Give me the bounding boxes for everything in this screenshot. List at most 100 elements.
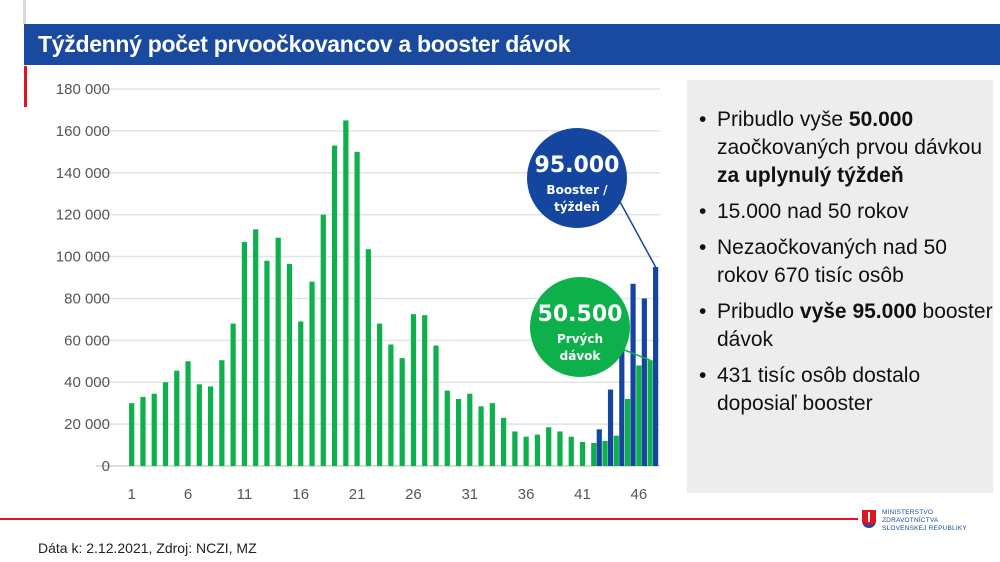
booster-bar [641,298,647,466]
first-dose-bar [489,403,495,466]
first-dose-bar [410,314,417,466]
accent-marker [24,66,27,107]
first-dose-bar [207,386,214,466]
first-dose-bar [286,263,293,466]
bar-chart: 0 20 000 40 000 60 000 80 000 100 000 120 000 1… [56,81,660,500]
bullet-text: booster dávok [717,300,993,351]
first-dose-bar [151,393,157,466]
x-tick-label: 21 [349,486,366,500]
first-dose-bar [343,120,349,467]
first-dose-bar [162,382,169,466]
logo-line: SLOVENSKEJ REPUBLIKY [882,525,967,532]
first-dose-bar [377,323,383,466]
summary-bullet: Pribudlo vyše 50.000 zaočkovaných prvou … [699,106,993,190]
first-dose-bar [331,145,338,467]
first-dose-bar [602,440,608,466]
booster-bar [607,389,614,466]
first-dose-bar [275,237,281,466]
booster-bar [630,283,636,466]
first-dose-bar [534,434,541,466]
bullet-text: 15.000 nad 50 rokov [717,200,909,223]
data-source: Dáta k: 2.12.2021, Zdroj: NCZI, MZ [38,540,257,556]
first-dose-bar [455,398,462,466]
y-tick-label: 100 000 [56,249,110,266]
footer-divider [0,518,858,520]
bullet-text: Nezaočkovaných nad 50 rokov 670 tisíc os… [717,236,947,287]
callout-label2: dávok [560,349,602,363]
callout-label1: Prvých [557,332,603,346]
summary-bullet: 15.000 nad 50 rokov [699,198,993,226]
first-dose-bar [399,358,405,466]
first-dose-bar [624,398,631,466]
first-dose-bar [591,442,597,466]
y-tick-label: 80 000 [64,290,110,307]
x-tick-label: 31 [461,486,478,500]
first-dose-bar [354,151,360,467]
first-dose-bar [636,365,642,466]
x-tick-label: 46 [631,486,648,500]
first-dose-bar [196,384,202,466]
first-dose-bar [185,361,191,466]
booster-bar [653,267,659,466]
first-dose-bar [422,315,428,466]
summary-panel: Pribudlo vyše 50.000 zaočkovaných prvou … [687,80,993,493]
bullet-text: zaočkovaných prvou dávkou [717,136,982,159]
callout-leader [618,199,657,268]
top-divider [23,0,26,24]
logo-line: ZDRAVOTNÍCTVA [882,517,939,524]
first-dose-bar [253,229,259,466]
first-dose-bar [501,417,507,466]
first-dose-bar [523,436,529,466]
first-dose-bar [230,323,236,466]
y-tick-label: 40 000 [64,374,110,391]
first-dose-bar [568,436,574,466]
bullet-text: za uplynulý týždeň [717,164,904,187]
callout-label2: týždeň [554,200,600,214]
x-tick-label: 6 [184,486,192,500]
logo-line: MINISTERSTVO [882,509,934,516]
bullet-text: 431 tisíc osôb dostalo doposiaľ booster [717,364,921,415]
y-tick-label: 160 000 [56,123,110,140]
first-dose-bar [557,431,563,466]
booster-bar [619,340,625,466]
first-dose-bar [478,406,484,466]
first-dose-bar [512,431,518,466]
callout-leader [621,348,651,361]
callout-value: 95.000 [535,153,620,178]
bullet-text: Pribudlo [717,300,800,323]
first-dose-bar [433,345,439,466]
y-tick-label: 140 000 [56,165,110,182]
x-tick-label: 16 [292,486,309,500]
first-dose-bar [365,249,371,466]
first-dose-bar [264,260,270,466]
first-dose-bar [174,370,180,466]
bullet-text: 50.000 [848,108,914,131]
callout-circle [527,128,627,228]
y-tick-label: 0 [102,458,110,475]
coat-of-arms-icon [862,510,876,528]
first-dose-bar [546,427,552,466]
summary-bullet: 431 tisíc osôb dostalo doposiaľ booster [699,362,993,418]
x-tick-label: 26 [405,486,422,500]
first-dose-bar [388,344,394,466]
first-dose-bar [309,281,315,466]
first-dose-bar [444,390,450,466]
first-dose-bar [320,214,326,466]
y-tick-label: 120 000 [56,207,110,224]
callout-label1: Booster / [546,183,608,197]
first-dose-bar [467,393,473,466]
summary-bullet: Nezaočkovaných nad 50 rokov 670 tisíc os… [699,234,993,290]
ministry-logo: MINISTERSTVO ZDRAVOTNÍCTVA SLOVENSKEJ REPU… [862,507,982,547]
y-tick-label: 180 000 [56,81,110,98]
x-tick-label: 1 [128,486,136,500]
booster-bar [596,429,602,466]
x-tick-label: 41 [574,486,591,500]
x-tick-label: 11 [237,486,253,500]
first-dose-bar [129,403,135,466]
first-dose-bar [647,360,653,466]
bullet-text: Pribudlo vyše [717,108,849,131]
y-tick-label: 60 000 [64,332,110,349]
first-dose-bar [613,435,619,466]
first-dose-bar [579,441,586,466]
summary-bullet: Pribudlo vyše 95.000 booster dávok [699,298,993,354]
